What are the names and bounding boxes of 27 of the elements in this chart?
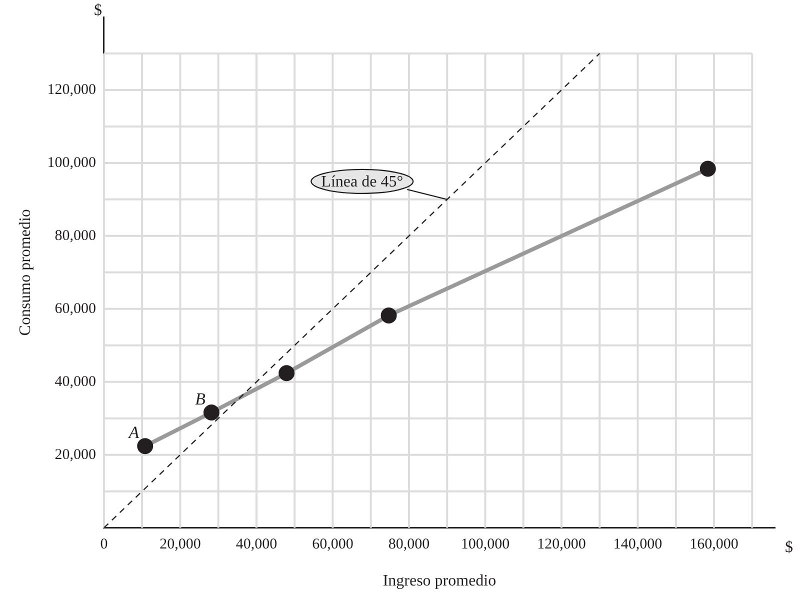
text: $ — [94, 2, 102, 20]
point — [700, 160, 716, 177]
x-tick-label: 140,000 — [613, 536, 662, 553]
x-tick-label: 60,000 — [312, 536, 354, 553]
x-tick-label: 120,000 — [537, 536, 586, 553]
x-tick-label: 100,000 — [460, 536, 510, 553]
point — [203, 404, 220, 421]
x-tick-label: 0 — [100, 536, 108, 553]
y-axis-title: Consumo promedio — [16, 209, 34, 336]
text: $ — [785, 539, 793, 556]
x-tick-label: 160,000 — [690, 536, 738, 553]
x-axis-title: Ingreso promedio — [382, 572, 496, 590]
annotation: A — [128, 423, 140, 442]
y-tick-label: 20,000 — [54, 446, 96, 463]
annotation: Línea de 45° — [321, 174, 404, 191]
x-tick-label: 40,000 — [236, 536, 278, 553]
x-tick-label: 20,000 — [160, 536, 201, 553]
y-tick-label: 40,000 — [54, 374, 96, 390]
y-tick-label: 120,000 — [47, 82, 96, 98]
y-tick-label: 100,000 — [47, 154, 96, 171]
annotation: B — [195, 389, 206, 408]
y-tick-label: 60,000 — [54, 300, 96, 317]
point — [137, 438, 154, 454]
point — [380, 307, 397, 324]
point — [278, 365, 295, 382]
x-tick-label: 80,000 — [388, 536, 430, 553]
y-tick-label: 80,000 — [54, 228, 96, 244]
